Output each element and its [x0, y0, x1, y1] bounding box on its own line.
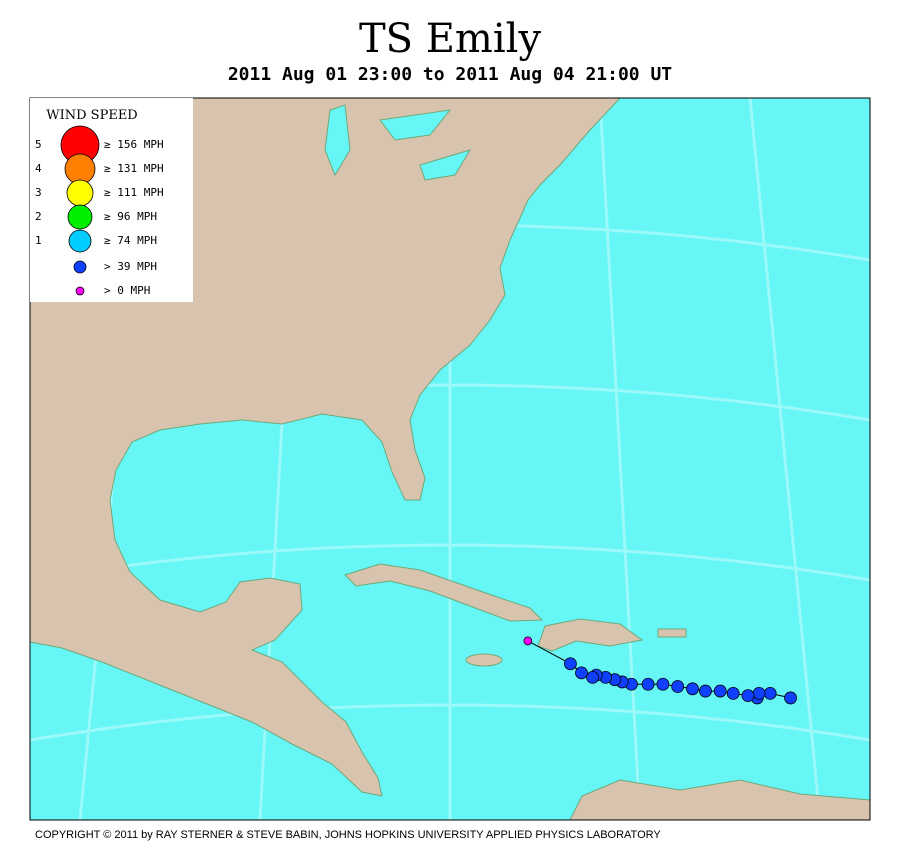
track-point: [763, 686, 777, 700]
track-point: [671, 680, 685, 693]
legend-category: 2: [35, 210, 42, 223]
legend-label: ≥ 96 MPH: [104, 210, 157, 223]
track-point: [752, 686, 766, 700]
legend-symbol: [68, 229, 92, 253]
legend-symbol: [67, 204, 93, 230]
track-point: [575, 666, 588, 680]
jamaica: [465, 653, 503, 667]
puerto-rico: [657, 628, 687, 638]
track-point: [641, 677, 655, 691]
legend-symbol: [66, 179, 94, 207]
track-point: [586, 671, 599, 684]
legend-box: [30, 98, 193, 302]
track-point: [656, 677, 670, 691]
legend-title: WIND SPEED: [46, 108, 137, 123]
track-point: [686, 682, 699, 696]
legend-label: ≥ 74 MPH: [104, 234, 157, 247]
cuba: [344, 563, 544, 622]
legend-label: ≥ 156 MPH: [104, 138, 164, 151]
track-point: [726, 686, 740, 700]
track-point: [564, 657, 577, 671]
copyright: COPYRIGHT © 2011 by RAY STERNER & STEVE …: [35, 829, 661, 841]
title: TS Emily: [359, 16, 542, 62]
legend: WIND SPEED 5 ≥ 156 MPH 4 ≥ 131 MPH 3 ≥ 111 MP…: [30, 98, 193, 302]
hispaniola: [537, 618, 644, 652]
legend-category: 3: [35, 186, 42, 199]
track-point: [699, 684, 712, 698]
subtitle: 2011 Aug 01 23:00 to 2011 Aug 04 21:00 U…: [228, 64, 672, 85]
legend-symbol: [73, 260, 87, 274]
legend-symbol: [75, 286, 85, 296]
legend-category: 4: [35, 162, 42, 175]
track-point: [784, 691, 797, 705]
storm-track: [523, 636, 797, 705]
south-america: [569, 779, 870, 820]
legend-label: ≥ 131 MPH: [104, 162, 164, 175]
legend-symbol: [64, 153, 96, 185]
track-point: [523, 636, 533, 646]
track-point: [713, 684, 727, 698]
legend-label: > 39 MPH: [104, 260, 157, 273]
legend-label: ≥ 111 MPH: [104, 186, 164, 199]
legend-category: 5: [35, 138, 42, 151]
great-lakes: [324, 104, 472, 181]
legend-label: > 0 MPH: [104, 284, 150, 297]
track-point: [741, 689, 755, 703]
legend-category: 1: [35, 234, 42, 247]
map-frame: [29, 97, 871, 821]
